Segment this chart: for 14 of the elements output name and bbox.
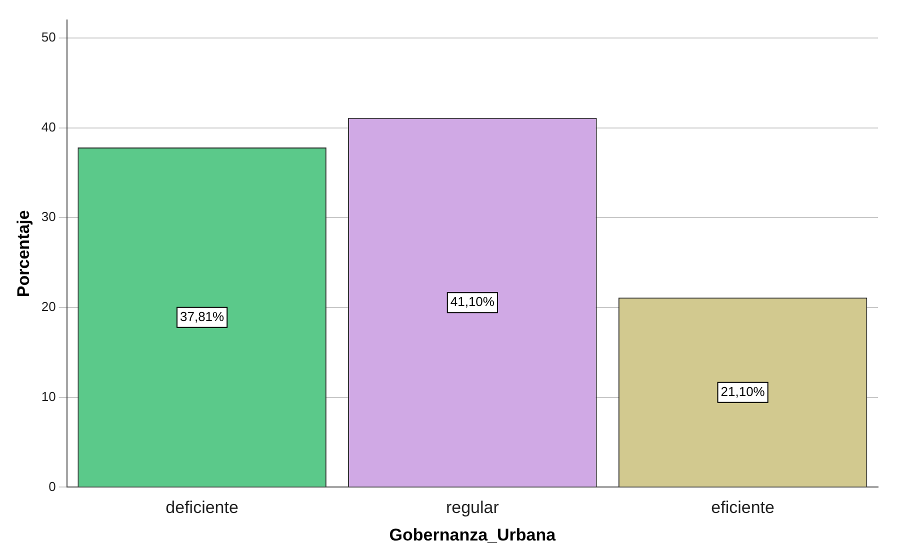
x-tick-label: deficiente [166,498,238,518]
y-tick-label: 50 [41,30,56,45]
y-tick-label: 40 [41,119,56,134]
x-tick-label: regular [446,498,500,518]
y-axis-title: Porcentaje [14,210,33,298]
y-tick-label: 10 [41,388,56,404]
data-label: 21,10% [720,384,766,399]
y-tick-label: 20 [41,299,56,314]
x-tick-label: eficiente [711,498,774,518]
data-label: 37,81% [180,308,225,324]
y-tick-label: 0 [48,478,56,494]
data-label: 41,10% [450,294,495,310]
y-tick-label: 30 [41,209,56,224]
x-axis-title: Gobernanza_Urbana [389,525,556,544]
